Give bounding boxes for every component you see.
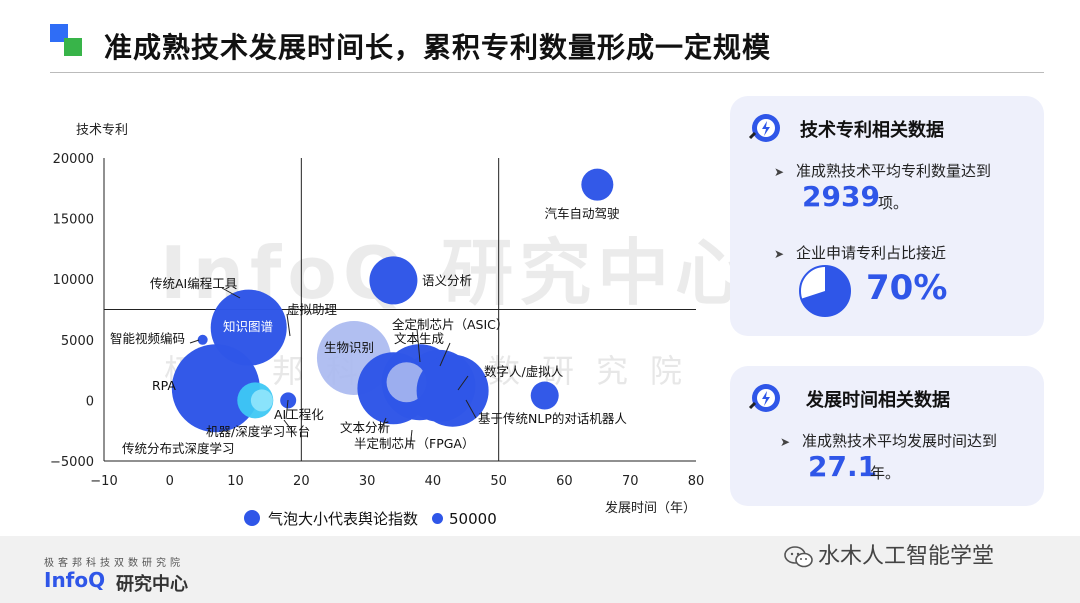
x-tick-label: 80 (688, 474, 705, 489)
patent-count-unit: 项。 (878, 194, 909, 212)
bubble-label: 汽车自动驾驶 (544, 206, 620, 221)
bubble-chart: −10 0 10 20 30 40 50 60 70 80 −5000 0 5000 10000 15000… (50, 123, 705, 516)
arrow-icon: ➤ (774, 165, 785, 179)
patent-avg-count: 2939 (802, 180, 880, 213)
bubble (581, 168, 614, 201)
legend-bubble-label: 气泡大小代表舆论指数 (268, 510, 419, 528)
bubble-label: 全定制芯片（ASIC） (392, 317, 508, 332)
bubble-label: 机器/深度学习平台 (206, 424, 310, 439)
wechat-account-name: 水木人工智能学堂 (818, 544, 995, 569)
x-tick-label: 30 (359, 474, 376, 489)
bubble-label: 虚拟助理 (287, 302, 338, 317)
leader-line (285, 399, 289, 420)
leader-line (457, 375, 469, 391)
bubble-label: 数字人/虚拟人 (484, 364, 564, 379)
x-axis-title: 发展时间（年） (605, 500, 696, 516)
bubble-label: 文本分析 (340, 420, 390, 435)
pie-slice (801, 266, 850, 316)
leader-line (409, 429, 413, 449)
leader-line (379, 417, 387, 433)
dev-time-unit: 年。 (870, 464, 901, 482)
bubble (171, 344, 260, 433)
x-tick-label: 60 (556, 474, 573, 489)
x-tick-label: 50 (490, 474, 507, 489)
legend-bubble-icon (244, 510, 260, 526)
legend-scale-value: 50000 (449, 510, 497, 528)
leader-line (221, 287, 241, 299)
x-tick-label: −10 (90, 474, 117, 489)
bubble-label: 传统分布式深度学习 (122, 441, 235, 456)
page-title: 准成熟技术发展时间长，累积专利数量形成一定规模 (104, 31, 772, 64)
leader-line (286, 313, 291, 337)
patent-bullet-2: ➤ 企业申请专利占比接近 (774, 242, 946, 263)
y-tick-label: 10000 (53, 273, 94, 288)
x-tick-label: 0 (166, 474, 174, 489)
bubble-label: 生物识别 (324, 340, 374, 355)
dev-time-bullet-1-text: 准成熟技术平均发展时间达到 (802, 432, 998, 450)
bubble-label: 基于传统NLP的对话机器人 (478, 411, 627, 426)
y-tick-label: 20000 (53, 152, 94, 167)
bubble-label: AI工程化 (274, 407, 324, 422)
bubble-label: 知识图谱 (223, 319, 273, 334)
bubble-label: 智能视频编码 (110, 331, 185, 346)
bubble (250, 389, 273, 412)
footer-subtitle: 极客邦科技双数研究院 (44, 558, 184, 569)
bubble (530, 381, 559, 410)
lightning-bulb-icon (748, 384, 780, 412)
enterprise-patent-share: 70% (866, 268, 948, 308)
arrow-icon: ➤ (780, 435, 791, 449)
y-tick-label: 5000 (61, 334, 94, 349)
footer-bar (0, 536, 1080, 603)
dev-time-panel-title: 发展时间相关数据 (806, 390, 950, 411)
leader-line (416, 328, 421, 363)
footer-brand-suffix: 研究中心 (116, 574, 188, 595)
leader-line (465, 399, 477, 419)
dev-time-bullet-1: ➤ 准成熟技术平均发展时间达到 (780, 430, 997, 451)
bubble-label: RPA (152, 378, 176, 393)
pie-icon (799, 265, 851, 317)
bubble-label: 半定制芯片（FPGA） (354, 436, 474, 451)
y-tick-label: −5000 (50, 455, 94, 470)
bubble (386, 362, 427, 403)
y-tick-label: 15000 (53, 213, 94, 228)
title-divider (50, 72, 1044, 73)
legend-scale-icon (432, 513, 444, 524)
patent-data-panel: 技术专利相关数据 ➤ 准成熟技术平均专利数量达到 2939 项。 ➤ 企业申请专利占… (730, 96, 1044, 336)
bubble (197, 334, 208, 345)
bubble-label: 传统AI编程工具 (150, 276, 238, 291)
leader-line (439, 342, 451, 367)
x-tick-label: 20 (293, 474, 310, 489)
arrow-icon: ➤ (774, 247, 785, 261)
x-tick-label: 40 (425, 474, 442, 489)
patent-bullet-2-text: 企业申请专利占比接近 (796, 244, 947, 262)
footer-brand: InfoQ (44, 568, 106, 592)
leader-line (283, 419, 297, 437)
wechat-account: 水木人工智能学堂 (784, 538, 994, 570)
dev-time-panel: 发展时间相关数据 ➤ 准成熟技术平均发展时间达到 27.1 年。 (730, 366, 1044, 506)
chart-legend: 气泡大小代表舆论指数 50000 (244, 508, 497, 529)
lightning-bulb-icon (748, 114, 780, 142)
bubble-label: 文本生成 (394, 331, 444, 346)
leader-line (189, 339, 200, 344)
bubble-label: 语义分析 (422, 273, 472, 288)
patent-panel-title: 技术专利相关数据 (800, 120, 944, 141)
y-axis-title: 技术专利 (76, 123, 128, 138)
patent-bullet-1: ➤ 准成熟技术平均专利数量达到 (774, 160, 991, 181)
brand-logo-icon (50, 24, 84, 58)
avg-dev-time: 27.1 (808, 450, 878, 483)
wechat-icon (784, 546, 813, 568)
x-tick-label: 70 (622, 474, 639, 489)
patent-bullet-1-text: 准成熟技术平均专利数量达到 (796, 162, 992, 180)
y-tick-label: 0 (86, 394, 94, 409)
x-tick-label: 10 (227, 474, 244, 489)
bubble (369, 256, 418, 305)
